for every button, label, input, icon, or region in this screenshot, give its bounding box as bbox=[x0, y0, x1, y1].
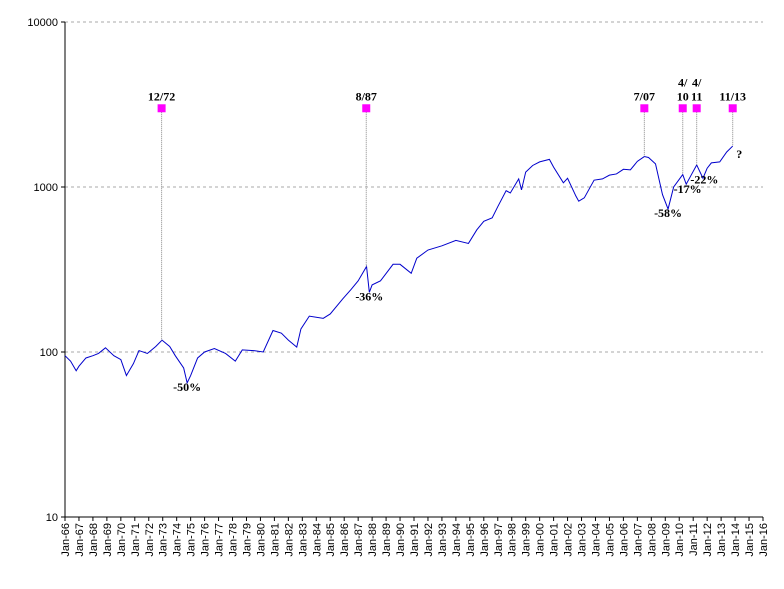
x-tick-label: Jan-86 bbox=[339, 523, 351, 557]
x-tick-label: Jan-14 bbox=[730, 523, 742, 557]
x-tick-label: Jan-94 bbox=[451, 523, 463, 557]
x-tick-label: Jan-78 bbox=[228, 523, 240, 557]
peak-label: 8/87 bbox=[356, 89, 377, 103]
x-tick-label: Jan-90 bbox=[395, 523, 407, 557]
x-tick-label: Jan-15 bbox=[744, 523, 756, 557]
x-tick-label: Jan-81 bbox=[269, 523, 281, 557]
peak-marker bbox=[362, 104, 371, 113]
x-tick-label: Jan-70 bbox=[116, 523, 128, 557]
x-tick-label: Jan-82 bbox=[283, 523, 295, 557]
x-tick-label: Jan-11 bbox=[688, 523, 700, 556]
peak-label: 4/ bbox=[678, 75, 688, 89]
x-tick-label: Jan-87 bbox=[353, 523, 365, 557]
peak-label: 7/07 bbox=[634, 89, 655, 103]
peak-marker bbox=[692, 104, 701, 113]
y-tick-label: 1000 bbox=[34, 182, 58, 194]
x-tick-label: Jan-92 bbox=[423, 523, 435, 557]
x-tick-label: Jan-03 bbox=[577, 523, 589, 557]
x-tick-label: Jan-96 bbox=[479, 523, 491, 557]
series-line bbox=[64, 145, 734, 385]
x-tick-label: Jan-76 bbox=[200, 523, 212, 557]
annotation: -36% bbox=[355, 290, 383, 304]
annotation: -50% bbox=[173, 380, 201, 394]
x-tick-label: Jan-05 bbox=[604, 523, 616, 557]
x-tick-label: Jan-02 bbox=[563, 523, 575, 557]
x-tick-label: Jan-66 bbox=[60, 523, 72, 557]
annotation: -17% bbox=[674, 182, 702, 196]
x-tick-label: Jan-93 bbox=[437, 523, 449, 557]
x-tick-label: Jan-85 bbox=[325, 523, 337, 557]
y-tick-label: 100 bbox=[40, 347, 58, 359]
x-tick-label: Jan-73 bbox=[158, 523, 170, 557]
x-tick-label: Jan-71 bbox=[130, 523, 142, 557]
x-tick-label: Jan-01 bbox=[549, 523, 561, 557]
x-tick-label: Jan-77 bbox=[214, 523, 226, 557]
annotation: -22% bbox=[690, 173, 718, 187]
x-tick-label: Jan-79 bbox=[241, 523, 253, 557]
peak-marker bbox=[728, 104, 737, 113]
x-tick-label: Jan-08 bbox=[646, 523, 658, 557]
peak-label: 12/72 bbox=[148, 89, 175, 103]
x-tick-label: Jan-00 bbox=[535, 523, 547, 557]
x-tick-label: Jan-16 bbox=[758, 523, 770, 557]
x-tick-label: Jan-72 bbox=[144, 523, 156, 557]
x-tick-label: Jan-12 bbox=[702, 523, 714, 557]
x-tick-label: Jan-88 bbox=[367, 523, 379, 557]
peak-marker bbox=[157, 104, 166, 113]
x-tick-label: Jan-97 bbox=[493, 523, 505, 557]
x-tick-label: Jan-10 bbox=[674, 523, 686, 557]
x-tick-label: Jan-84 bbox=[311, 523, 323, 557]
x-tick-label: Jan-68 bbox=[88, 523, 100, 557]
x-tick-label: Jan-75 bbox=[186, 523, 198, 557]
peak-label: 4/ bbox=[692, 75, 702, 89]
peak-label: 10 bbox=[677, 89, 689, 103]
x-tick-label: Jan-04 bbox=[590, 523, 602, 557]
x-tick-label: Jan-67 bbox=[74, 523, 86, 557]
peak-label: 11/13 bbox=[719, 89, 746, 103]
peak-label: 11 bbox=[691, 89, 702, 103]
x-tick-label: Jan-91 bbox=[409, 523, 421, 557]
x-tick-label: Jan-99 bbox=[521, 523, 533, 557]
x-tick-label: Jan-13 bbox=[716, 523, 728, 557]
x-tick-label: Jan-09 bbox=[660, 523, 672, 557]
x-tick-label: Jan-89 bbox=[381, 523, 393, 557]
x-tick-label: Jan-69 bbox=[102, 523, 114, 557]
x-tick-label: Jan-95 bbox=[465, 523, 477, 557]
x-tick-label: Jan-83 bbox=[297, 523, 309, 557]
x-tick-label: Jan-74 bbox=[172, 523, 184, 557]
x-tick-label: Jan-80 bbox=[255, 523, 267, 557]
peak-marker bbox=[678, 104, 687, 113]
y-tick-label: 10000 bbox=[27, 17, 58, 29]
y-tick-label: 10 bbox=[46, 512, 58, 524]
x-tick-label: Jan-07 bbox=[632, 523, 644, 557]
annotation: ? bbox=[736, 147, 742, 161]
x-tick-label: Jan-98 bbox=[507, 523, 519, 557]
x-tick-label: Jan-06 bbox=[618, 523, 630, 557]
annotation: -58% bbox=[654, 206, 682, 220]
peak-marker bbox=[640, 104, 649, 113]
